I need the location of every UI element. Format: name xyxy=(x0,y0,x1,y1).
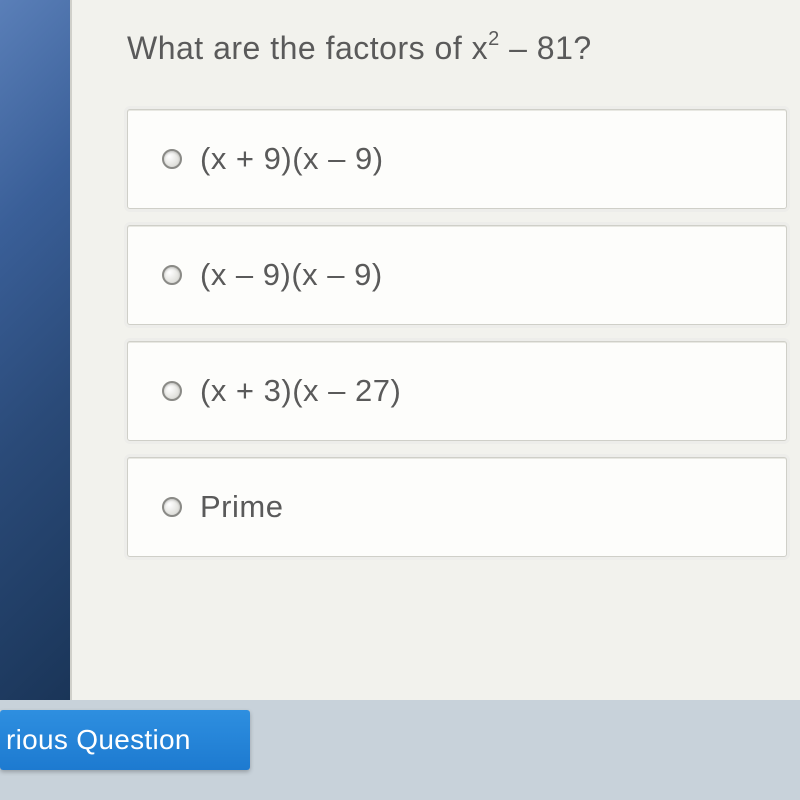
radio-icon xyxy=(162,497,182,517)
choice-option[interactable]: (x + 3)(x – 27) xyxy=(127,341,787,441)
question-panel: What are the factors of x2 – 81? (x + 9)… xyxy=(70,0,800,700)
question-prefix: What are the factors of x xyxy=(127,30,488,66)
question-suffix: – 81? xyxy=(500,30,592,66)
choice-label: Prime xyxy=(200,489,283,525)
previous-question-button[interactable]: rious Question xyxy=(0,710,250,770)
choice-list: (x + 9)(x – 9) (x – 9)(x – 9) (x + 3)(x … xyxy=(127,109,800,557)
previous-question-label: rious Question xyxy=(6,724,191,756)
radio-icon xyxy=(162,381,182,401)
choice-option[interactable]: (x – 9)(x – 9) xyxy=(127,225,787,325)
choice-label: (x – 9)(x – 9) xyxy=(200,257,383,293)
choice-label: (x + 9)(x – 9) xyxy=(200,141,384,177)
radio-icon xyxy=(162,149,182,169)
question-exponent: 2 xyxy=(488,28,500,50)
radio-icon xyxy=(162,265,182,285)
question-text: What are the factors of x2 – 81? xyxy=(127,30,800,67)
choice-option[interactable]: (x + 9)(x – 9) xyxy=(127,109,787,209)
sidebar-backdrop xyxy=(0,0,70,700)
choice-label: (x + 3)(x – 27) xyxy=(200,373,401,409)
choice-option[interactable]: Prime xyxy=(127,457,787,557)
